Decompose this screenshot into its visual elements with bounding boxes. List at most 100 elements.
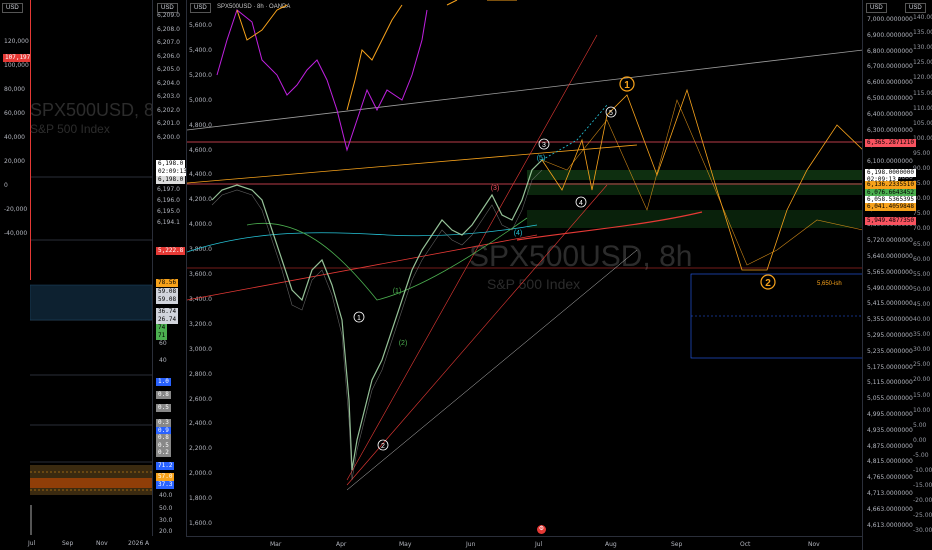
mid-price-tag: 0.8 — [156, 434, 171, 442]
mid-price-tag: 0.5 — [156, 441, 171, 450]
time-label: Nov — [96, 540, 108, 547]
main-price-label: 4,600.0 — [189, 146, 212, 154]
mid-scale-label: 6,204.0 — [157, 79, 180, 87]
main-price-label: 4,000.0 — [189, 221, 212, 229]
svg-text:1: 1 — [357, 315, 361, 322]
inner-scale-label: 135.00 — [913, 29, 932, 37]
mid-price-tag: 02:09:13 — [156, 168, 186, 176]
osc5-scale-label: 20.0 — [159, 528, 173, 535]
right-price-label: 6,300.0000000 — [867, 126, 913, 134]
mid-price-tag: 0.2 — [156, 449, 171, 457]
right-price-label: 4,765.0000000 — [867, 474, 913, 482]
right-price-label: 5,295.0000000 — [867, 332, 913, 339]
main-usd-label[interactable]: USD — [190, 3, 211, 13]
big-wave-1[interactable]: 1 — [619, 76, 635, 92]
svg-text:4: 4 — [579, 200, 583, 207]
right-usd-label[interactable]: USD — [866, 3, 887, 13]
main-price-label: 3,800.0 — [189, 246, 212, 254]
right-price-label: 6,900.0000000 — [867, 31, 913, 39]
inner-scale-label: -30.00 — [913, 527, 932, 535]
svg-text:5: 5 — [609, 110, 613, 117]
main-price-label: 4,800.0 — [189, 121, 212, 129]
time-label: Mar — [270, 541, 282, 548]
left-watermark-title: SPX500USD, 8h — [30, 100, 152, 120]
osc-scale-label: 60,000 — [4, 110, 25, 117]
inner-scale-label: 105.00 — [913, 119, 932, 127]
mid-price-tag: 71.2 — [156, 462, 175, 470]
rsi-scale-label: 60 — [159, 340, 167, 347]
main-chart[interactable]: USD SPX500USD · 8h · OANDA 5,600.0 5,400.… — [186, 0, 862, 536]
main-price-label: 1,600.0 — [189, 520, 212, 527]
wave-label-sub-3: (3) — [491, 185, 500, 192]
big-wave-2[interactable]: 2 — [760, 274, 776, 290]
mid-price-tag: 59.08 — [156, 288, 179, 296]
main-price-label: 2,000.0 — [189, 470, 212, 478]
inner-scale-label: 45.00 — [913, 300, 931, 308]
svg-text:1: 1 — [624, 80, 630, 91]
wave-label-sub-4: (4) — [514, 230, 523, 237]
main-price-label: 3,400.0 — [189, 295, 212, 303]
inner-scale-label: -25.00 — [913, 512, 932, 520]
main-price-label: 2,800.0 — [189, 370, 212, 378]
wave-label-sub-1: (1) — [393, 288, 402, 295]
right-price-label: 5,565.0000000 — [867, 268, 913, 276]
inner-scale-label: 110.00 — [913, 104, 932, 112]
right-price-tag: 6,041.4059848 — [865, 203, 916, 211]
right-usd-label-2[interactable]: USD — [905, 3, 926, 13]
time-label: Oct — [740, 541, 751, 548]
wave-label-1[interactable]: 1 — [353, 311, 365, 323]
mid-scale-label: 6,194.1 — [157, 219, 180, 226]
main-time-axis: Mar Apr May Jun Jul Aug Sep Oct Nov — [186, 536, 862, 550]
main-price-label: 2,600.0 — [189, 395, 212, 403]
wave-label-5[interactable]: 5 — [605, 106, 617, 118]
inner-scale-label: 80.00 — [913, 195, 931, 203]
right-price-axis[interactable]: USD USD 7,000.0000000 6,900.0000000 6,800.… — [862, 0, 932, 550]
inner-scale-label: 120.00 — [913, 74, 932, 82]
main-watermark-sub: S&P 500 Index — [487, 276, 581, 292]
osc5-scale-label: 30.0 — [159, 517, 173, 524]
mid-usd-label[interactable]: USD — [157, 3, 178, 13]
inner-scale-label: 10.00 — [913, 406, 931, 414]
chart-settings-button[interactable]: ⚙ — [537, 525, 546, 534]
main-price-label: 2,200.0 — [189, 445, 212, 453]
inner-scale-label: 90.00 — [913, 165, 931, 172]
mid-price-tag: 26.74 — [156, 316, 179, 324]
right-price-tag: 6,136.2335510 — [865, 181, 916, 189]
right-price-label: 5,640.0000000 — [867, 253, 913, 260]
inner-scale-label: 35.00 — [913, 331, 931, 339]
right-price-tag: 5,949.4877350 — [865, 217, 916, 225]
left-chart-area[interactable]: SPX500USD, 8h S&P 500 Index — [30, 0, 152, 536]
mid-price-tag: 5,222.8 — [156, 247, 186, 255]
inner-scale-label: 75.00 — [913, 210, 931, 218]
mid-scale-label: 6,208.0 — [157, 25, 180, 33]
osc1-value-tag: 107,197 — [3, 54, 30, 62]
mid-scale-label: 6,207.0 — [157, 39, 180, 46]
mid-price-tag: 6,198.0 — [156, 176, 186, 184]
inner-scale-label: 65.00 — [913, 240, 931, 248]
osc5-scale-label: 50.0 — [159, 505, 173, 512]
mid-scale-label: 6,202.0 — [157, 106, 180, 114]
right-price-label: 5,175.0000000 — [867, 363, 913, 371]
right-price-label: 5,720.0000000 — [867, 237, 913, 245]
right-price-label: 5,115.0000000 — [867, 379, 913, 387]
wave-label-2[interactable]: 2 — [377, 439, 389, 451]
main-price-label: 3,200.0 — [189, 320, 212, 328]
right-price-label: 5,355.0000000 — [867, 316, 913, 324]
main-price-label: 4,400.0 — [189, 171, 212, 179]
wave-label-3[interactable]: 3 — [538, 138, 550, 150]
inner-scale-label: 130.00 — [913, 44, 932, 52]
svg-text:2: 2 — [381, 443, 385, 450]
right-price-label: 5,415.0000000 — [867, 300, 913, 308]
wave-label-4[interactable]: 4 — [575, 196, 587, 208]
mid-scale-label: 6,206.0 — [157, 52, 180, 60]
left-time-axis: Jul Sep Nov 2026 A — [0, 536, 152, 550]
osc-scale-label: 120,000 — [4, 38, 29, 45]
right-price-label: 5,235.0000000 — [867, 347, 913, 355]
mid-price-tag: 0.3 — [156, 419, 171, 427]
right-price-label: 6,400.0000000 — [867, 110, 913, 118]
right-price-label: 4,935.0000000 — [867, 426, 913, 434]
inner-scale-label: 5.00 — [913, 421, 927, 429]
left-usd-label[interactable]: USD — [2, 3, 23, 13]
mid-scale-label: 6,200.0 — [157, 133, 180, 141]
osc-scale-label: 0 — [4, 182, 8, 189]
